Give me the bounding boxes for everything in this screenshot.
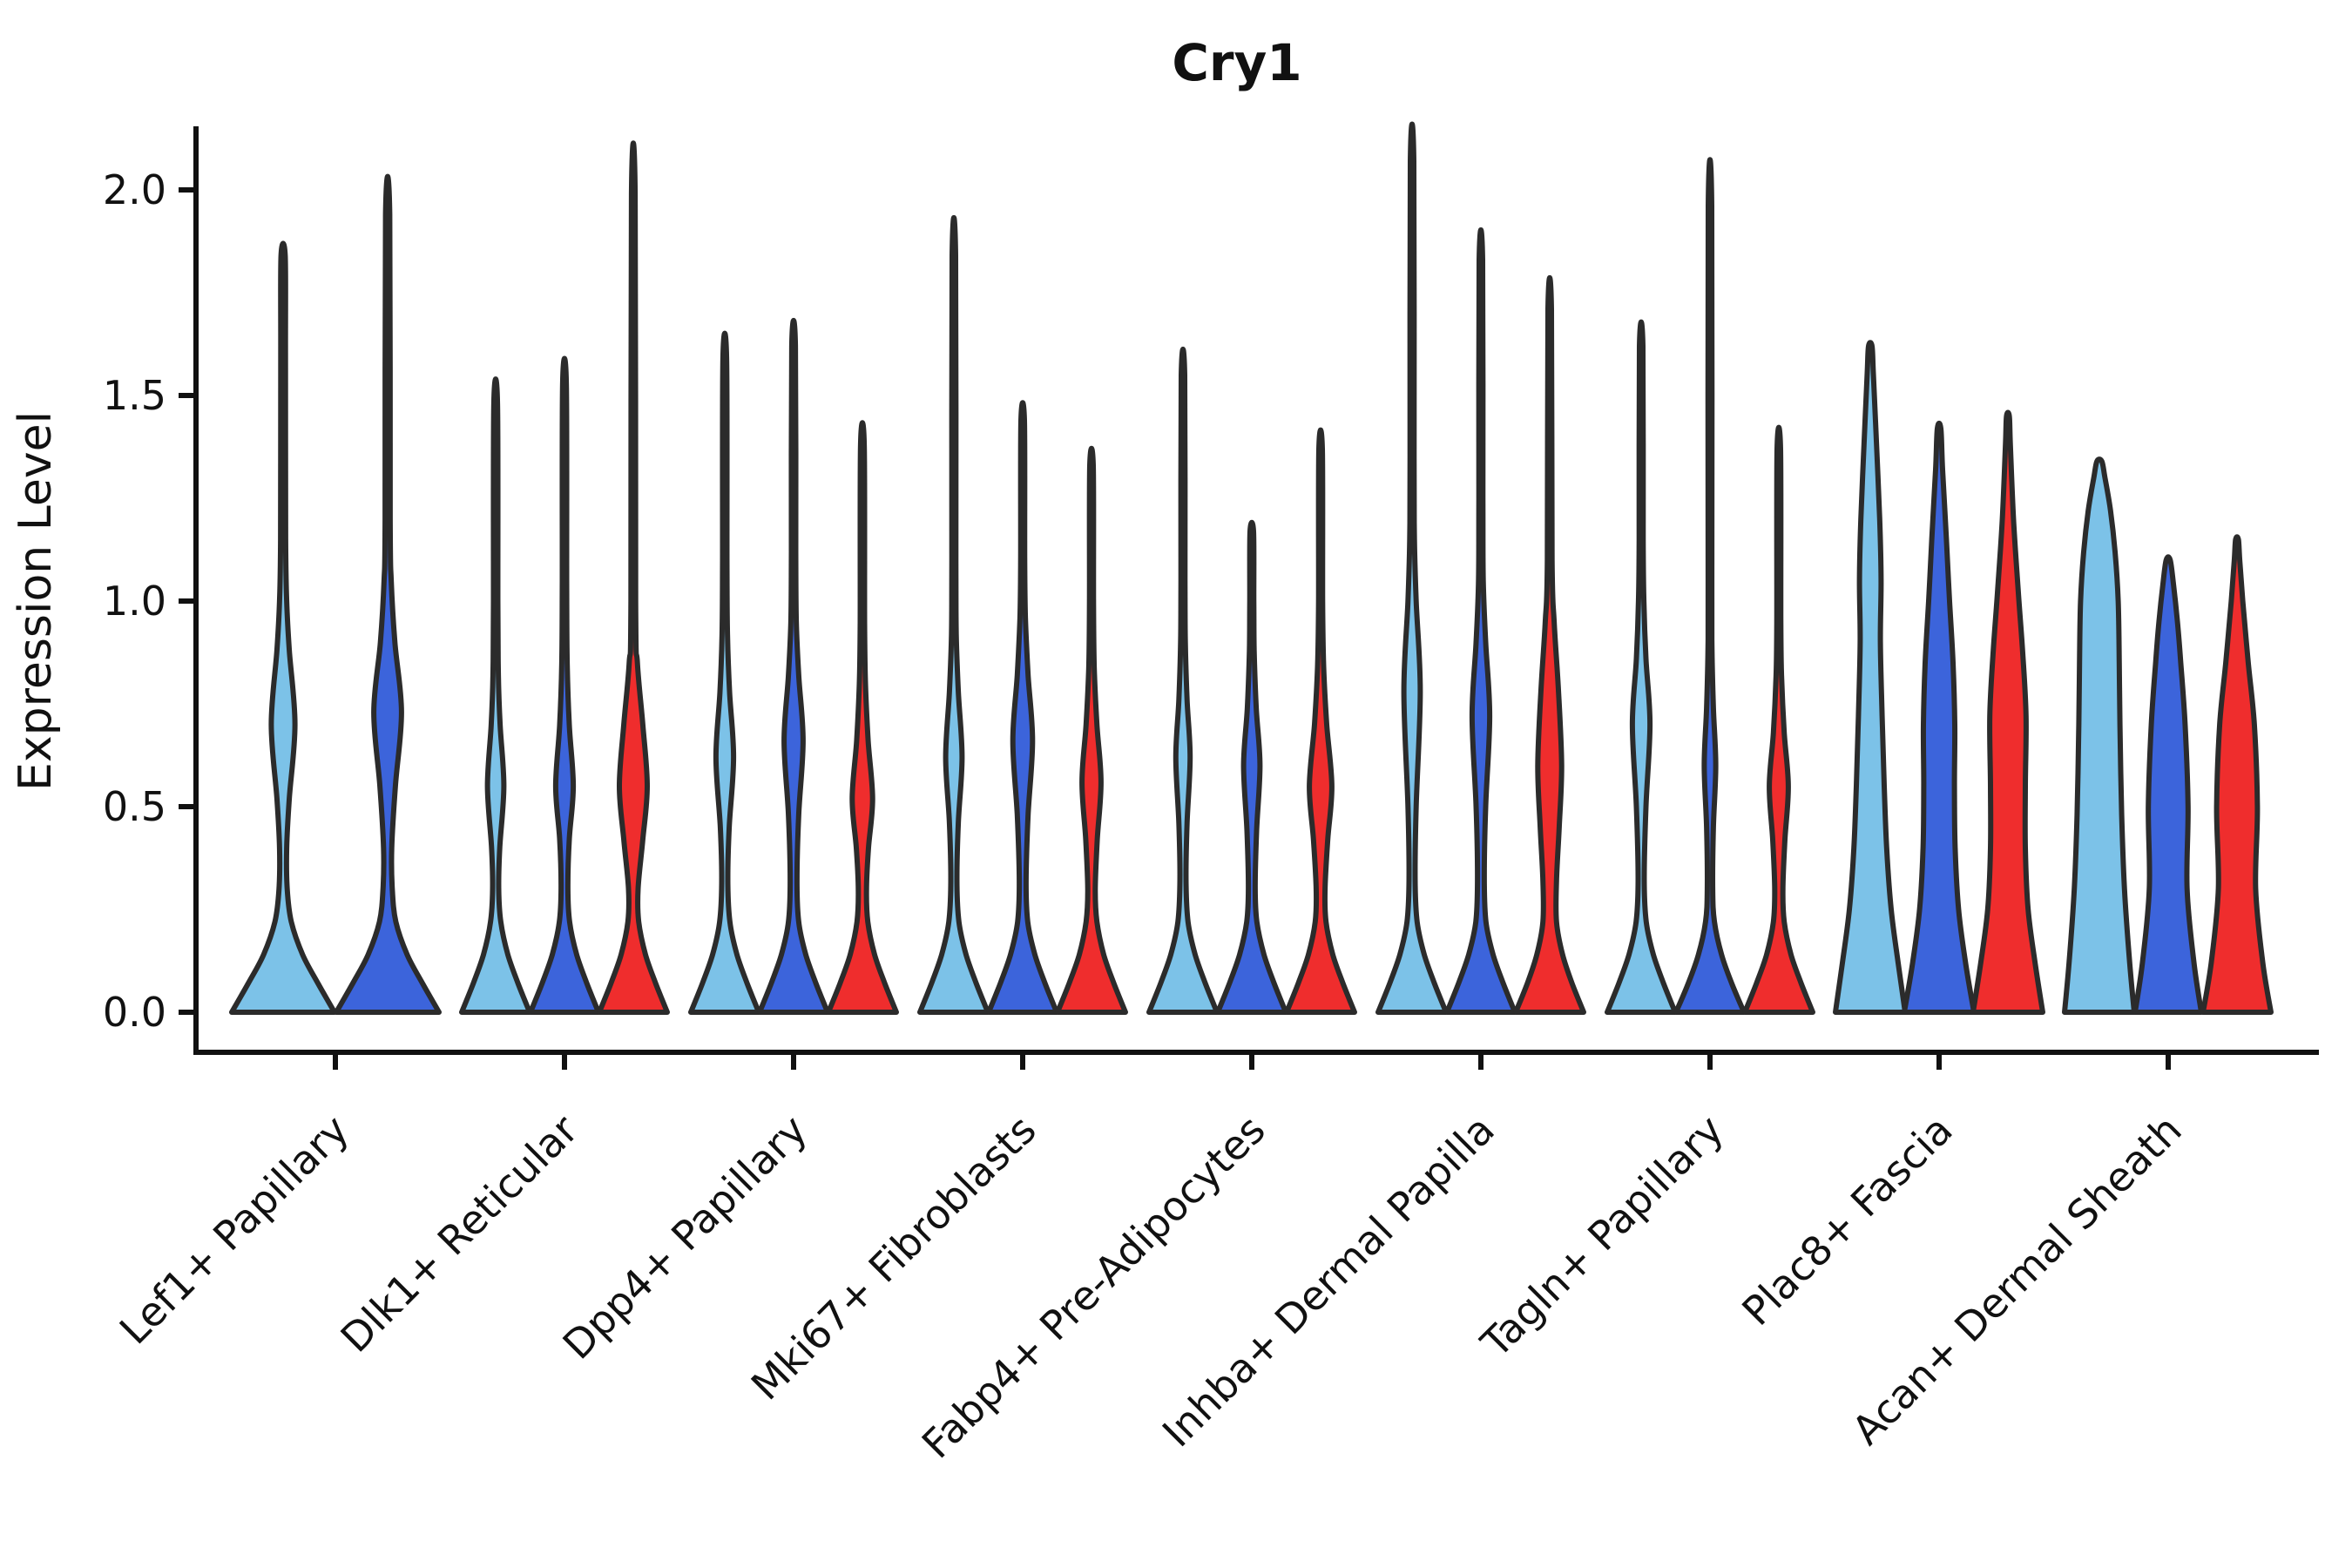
axes bbox=[179, 126, 2319, 1070]
violin-Inhba-Dermal-Papilla-blue bbox=[1444, 227, 1517, 1015]
y-tick-label-0.0: 0.0 bbox=[103, 989, 166, 1036]
violin-Dpp4-Papillary-blue bbox=[757, 317, 830, 1015]
y-axis-label: Expression Level bbox=[10, 411, 62, 791]
violin-Fabp4-Pre-Adipocytes-red bbox=[1284, 427, 1357, 1015]
violin-Mki67-Fibroblasts-blue bbox=[986, 400, 1059, 1015]
y-tick-label-1.0: 1.0 bbox=[103, 578, 166, 625]
violin-Acan-Dermal-Sheath-blue bbox=[2132, 554, 2204, 1015]
violin-Acan-Dermal-Sheath-light_blue bbox=[2062, 456, 2137, 1015]
violin-Dpp4-Papillary-red bbox=[826, 420, 899, 1015]
chart-title: Cry1 bbox=[1172, 33, 1301, 92]
violin-Fabp4-Pre-Adipocytes-light_blue bbox=[1146, 346, 1220, 1015]
violin-Mki67-Fibroblasts-light_blue bbox=[917, 215, 990, 1015]
x-tick-label-0: Lef1+ Papillary bbox=[111, 1106, 358, 1354]
violin-Mki67-Fibroblasts-red bbox=[1055, 445, 1128, 1015]
x-tick-label-1: Dlk1+ Reticular bbox=[332, 1106, 587, 1362]
violin-Tagln-Papillary-light_blue bbox=[1605, 319, 1678, 1015]
violins-layer bbox=[229, 121, 2274, 1015]
violin-Plac8-Fascia-red bbox=[1970, 409, 2045, 1015]
violin-Plac8-Fascia-blue bbox=[1902, 420, 1977, 1015]
violin-Inhba-Dermal-Papilla-red bbox=[1513, 274, 1586, 1015]
violin-Lef1-Papillary-light_blue bbox=[229, 240, 337, 1015]
violin-Tagln-Papillary-red bbox=[1742, 424, 1815, 1015]
violin-Inhba-Dermal-Papilla-light_blue bbox=[1375, 121, 1449, 1015]
x-tick-label-2: Dpp4+ Papillary bbox=[554, 1106, 816, 1369]
y-tick-labels: 0.0 0.5 1.0 1.5 2.0 bbox=[103, 166, 166, 1036]
x-tick-label-6: Tagln+ Papillary bbox=[1471, 1106, 1733, 1368]
violin-Tagln-Papillary-blue bbox=[1673, 157, 1747, 1015]
x-tick-label-7: Plac8+ Fascia bbox=[1733, 1106, 1961, 1335]
violin-Dpp4-Papillary-light_blue bbox=[688, 330, 761, 1015]
y-tick-label-0.5: 0.5 bbox=[103, 783, 166, 830]
violin-Dlk1-Reticular-red bbox=[597, 140, 670, 1015]
violin-Lef1-Papillary-blue bbox=[334, 174, 442, 1015]
violin-Fabp4-Pre-Adipocytes-blue bbox=[1215, 519, 1288, 1015]
y-tick-label-1.5: 1.5 bbox=[103, 372, 166, 419]
violin-Acan-Dermal-Sheath-red bbox=[2200, 534, 2274, 1015]
violin-Dlk1-Reticular-light_blue bbox=[459, 376, 532, 1015]
violin-Plac8-Fascia-light_blue bbox=[1833, 340, 1908, 1015]
violin-Dlk1-Reticular-blue bbox=[528, 355, 601, 1015]
y-tick-label-2.0: 2.0 bbox=[103, 166, 166, 213]
